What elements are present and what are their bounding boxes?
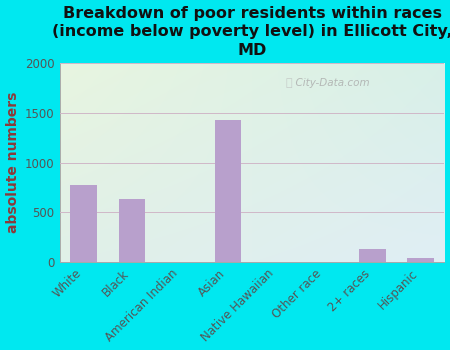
Title: Breakdown of poor residents within races
(income below poverty level) in Ellicot: Breakdown of poor residents within races… <box>52 6 450 58</box>
Text: ⓘ: ⓘ <box>285 78 292 88</box>
Bar <box>215 120 241 262</box>
Bar <box>70 184 97 262</box>
Bar <box>407 258 434 262</box>
Bar <box>118 199 145 262</box>
Bar <box>359 249 386 262</box>
Y-axis label: absolute numbers: absolute numbers <box>5 92 19 233</box>
Text: City-Data.com: City-Data.com <box>289 78 369 88</box>
